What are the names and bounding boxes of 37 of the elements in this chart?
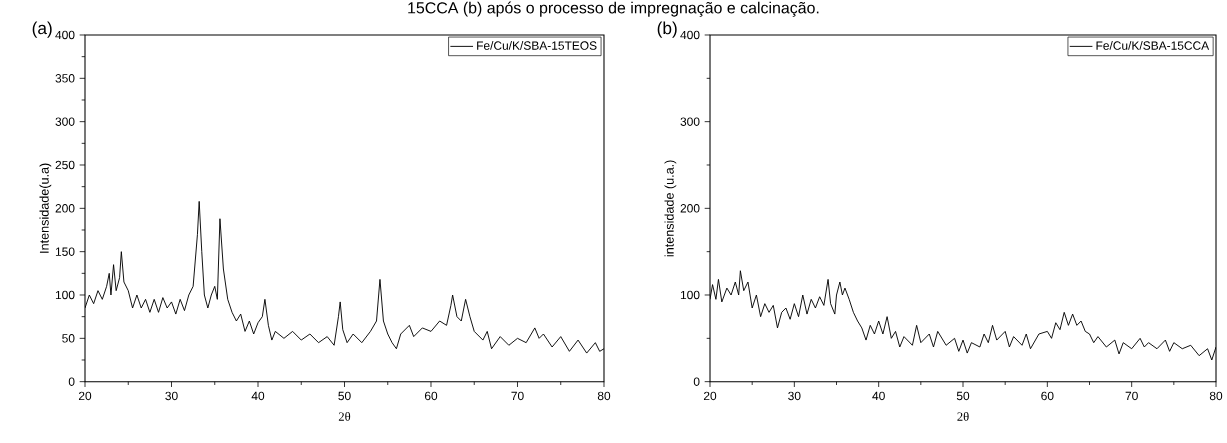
x-tick-label: 70	[1125, 391, 1138, 401]
y-tick-label: 300	[680, 117, 700, 126]
text: 15CCA (b) após o processo de impregnação e calcinação.	[408, 1, 819, 17]
x-tick-label: 70	[511, 391, 524, 401]
y-tick-label: 50	[62, 334, 75, 343]
y-tick-label: 200	[680, 204, 700, 213]
legend-label: Fe/Cu/K/SBA-15TEOS	[477, 41, 597, 50]
x-tick-label: 40	[872, 391, 885, 401]
x-axis-title: 2θ	[338, 411, 351, 421]
x-tick-label: 50	[956, 391, 970, 401]
x-tick-label: 60	[424, 391, 438, 401]
x-axis-title: 2θ	[957, 411, 969, 421]
y-tick-label: 0	[68, 377, 75, 386]
y-tick-label: 200	[55, 204, 75, 213]
x-tick-label: 20	[78, 391, 92, 401]
x-tick-label: 80	[1209, 391, 1223, 401]
x-tick-label: 20	[703, 391, 717, 401]
y-tick-label: 250	[55, 160, 75, 170]
text: (a)	[32, 21, 52, 38]
x-tick-label: 80	[597, 391, 611, 401]
x-tick-label: 30	[165, 391, 178, 401]
x-tick-label: 60	[1041, 391, 1054, 401]
y-axis-title: Intensidade(u.a)	[39, 163, 52, 253]
y-tick-label: 400	[55, 30, 75, 40]
y-tick-label: 400	[680, 30, 700, 40]
x-tick-label: 50	[338, 391, 351, 401]
y-tick-label: 300	[55, 117, 75, 126]
y-tick-label: 100	[680, 290, 700, 300]
y-tick-label: 350	[55, 74, 75, 83]
y-axis-title: intensidade (u.a.)	[664, 160, 677, 257]
x-tick-label: 30	[788, 391, 801, 401]
legend-label: Fe/Cu/K/SBA-15CCA	[1096, 41, 1210, 50]
y-tick-label: 150	[55, 247, 75, 256]
x-tick-label: 40	[251, 391, 265, 401]
y-tick-label: 0	[693, 377, 700, 386]
y-tick-label: 100	[55, 290, 75, 300]
text: (b)	[657, 21, 677, 38]
